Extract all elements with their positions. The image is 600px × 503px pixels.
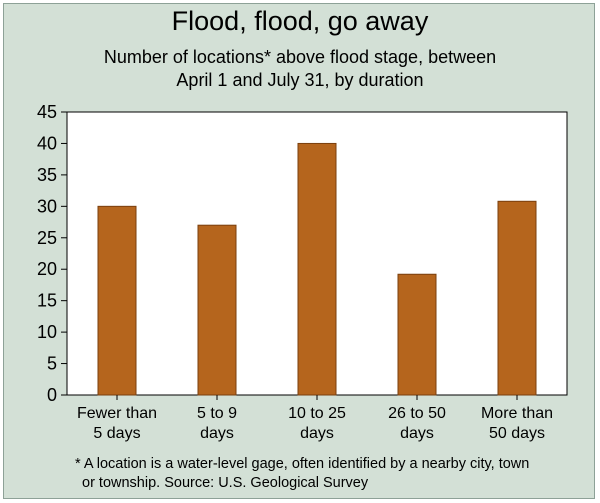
y-tick-label: 25 (37, 228, 57, 248)
x-tick-label: 26 to 50 (388, 405, 446, 422)
y-tick-label: 35 (37, 165, 57, 185)
bar (397, 273, 437, 396)
x-tick-label: 5 to 9 (197, 405, 237, 422)
bar (197, 224, 237, 396)
x-tick-label: Fewer than (77, 405, 157, 422)
footnote-line-2: or township. Source: U.S. Geological Sur… (82, 475, 369, 491)
x-tick-label: 5 days (93, 425, 140, 442)
y-tick-label: 10 (37, 322, 57, 342)
footnote: * A location is a water-level gage, ofte… (75, 455, 575, 493)
chart-title: Flood, flood, go away (171, 6, 429, 36)
bar (497, 200, 537, 396)
bar (97, 205, 137, 396)
y-tick-label: 5 (47, 354, 57, 374)
y-tick-label: 45 (37, 102, 57, 122)
footnote-line-1: * A location is a water-level gage, ofte… (75, 456, 530, 472)
x-tick-label: 50 days (489, 425, 545, 442)
subtitle-line-2: April 1 and July 31, by duration (176, 70, 424, 90)
bar (297, 142, 337, 396)
y-tick-label: 40 (37, 133, 57, 153)
chart-subtitle: Number of locations* above flood stage, … (0, 46, 600, 92)
y-tick-label: 30 (37, 196, 57, 216)
subtitle-line-1: Number of locations* above flood stage, … (103, 47, 497, 67)
y-tick-label: 0 (47, 385, 57, 405)
y-tick-label: 20 (37, 259, 57, 279)
x-tick-label: days (200, 425, 234, 442)
x-tick-label: 10 to 25 (288, 405, 346, 422)
x-tick-label: days (400, 425, 434, 442)
y-tick-label: 15 (37, 291, 57, 311)
x-tick-label: days (300, 425, 334, 442)
x-tick-label: More than (481, 405, 553, 422)
